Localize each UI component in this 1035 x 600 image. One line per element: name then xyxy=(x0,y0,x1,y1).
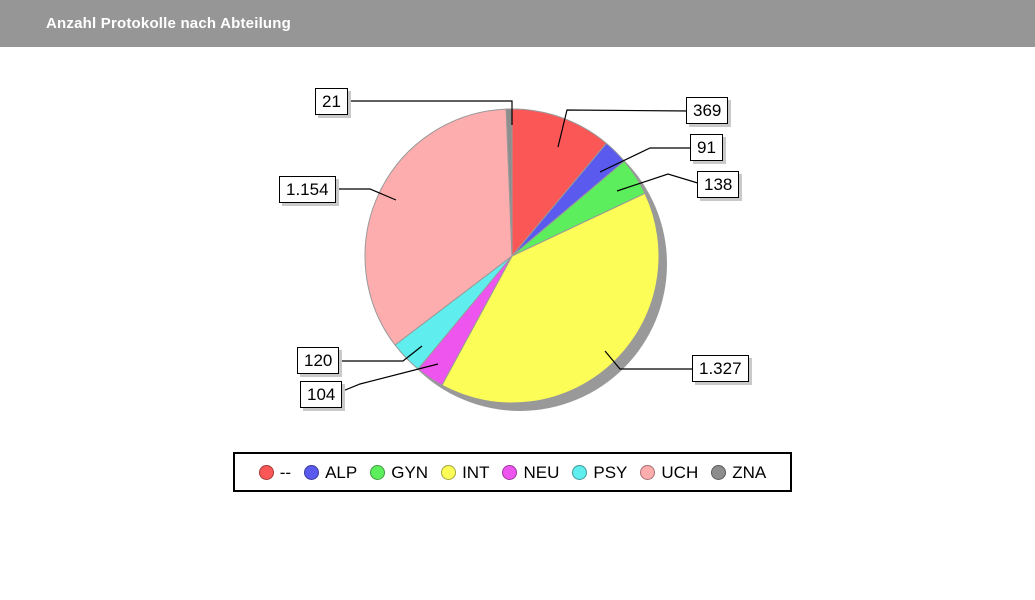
leader-line-alp xyxy=(599,147,694,173)
legend-label-psy: PSY xyxy=(593,462,628,482)
legend-item-int[interactable]: INT xyxy=(441,464,489,481)
value-label-int: 1.327 xyxy=(692,355,749,382)
legend-item-none[interactable]: -- xyxy=(258,462,292,482)
legend-label-none: -- xyxy=(279,462,292,482)
value-label-alp: 91 xyxy=(690,134,723,161)
legend-swatch-alp xyxy=(304,464,320,480)
pie-slice-none[interactable] xyxy=(511,108,607,257)
legend-swatch-uch xyxy=(640,464,656,480)
legend-label-gyn: GYN xyxy=(391,462,429,482)
report-title: Anzahl Protokolle nach Abteilung xyxy=(46,15,292,32)
legend-label-uch: UCH xyxy=(661,462,699,482)
legend-item-neu[interactable]: NEU xyxy=(502,464,559,481)
legend-swatch-gyn xyxy=(370,464,386,480)
legend-label-zna: ZNA xyxy=(732,462,767,482)
leader-line-gyn xyxy=(616,173,702,192)
legend-item-gyn[interactable]: GYN xyxy=(370,464,428,481)
legend-item-uch[interactable]: UCH xyxy=(640,464,698,481)
pie-slice-int[interactable] xyxy=(441,192,660,404)
value-label-uch: 1.154 xyxy=(279,176,336,203)
value-label-neu: 104 xyxy=(300,381,343,408)
leader-line-uch xyxy=(331,188,397,201)
leader-line-zna xyxy=(344,100,513,125)
legend-label-neu: NEU xyxy=(523,462,560,482)
legend-label-int: INT xyxy=(462,462,490,482)
legend-label-alp: ALP xyxy=(325,462,358,482)
leader-line-none xyxy=(557,109,691,148)
value-label-gyn: 138 xyxy=(697,171,740,198)
leader-line-psy xyxy=(331,345,423,362)
value-label-psy: 120 xyxy=(297,347,340,374)
title-bar: Anzahl Protokolle nach Abteilung xyxy=(0,0,1035,47)
legend-item-alp[interactable]: ALP xyxy=(304,464,357,481)
legend-swatch-zna xyxy=(711,464,727,480)
legend-swatch-none xyxy=(258,464,274,480)
chart-legend: -- ALP GYN INT NEU PSY UCH ZNA xyxy=(233,452,792,492)
legend-swatch-neu xyxy=(502,464,518,480)
leader-line-int xyxy=(604,350,696,370)
leader-line-neu xyxy=(332,363,439,396)
legend-swatch-int xyxy=(441,464,457,480)
value-label-none: 369 xyxy=(686,97,729,124)
legend-item-zna[interactable]: ZNA xyxy=(711,464,766,481)
legend-swatch-psy xyxy=(572,464,588,480)
legend-item-psy[interactable]: PSY xyxy=(572,464,627,481)
value-label-zna: 21 xyxy=(315,88,348,115)
